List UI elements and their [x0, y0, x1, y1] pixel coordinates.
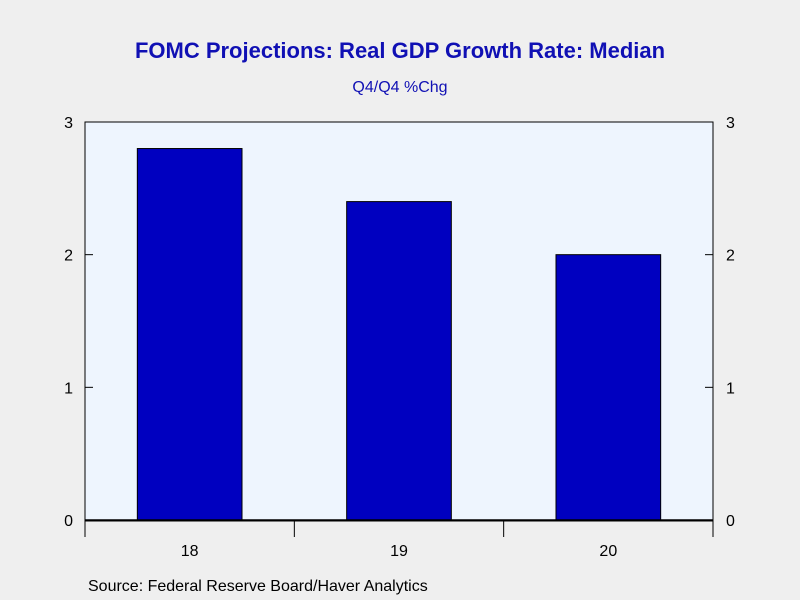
bar-18 — [136, 148, 243, 521]
y-tick-label-right: 3 — [726, 115, 735, 132]
chart-subtitle: Q4/Q4 %Chg — [352, 79, 448, 96]
y-tick-label-left: 1 — [64, 380, 73, 397]
y-tick-label-left: 0 — [64, 513, 73, 530]
chart-source: Source: Federal Reserve Board/Haver Anal… — [88, 578, 428, 595]
x-tick-label-20: 20 — [599, 543, 617, 560]
y-tick-label-right: 2 — [726, 248, 735, 265]
y-tick-label-left: 3 — [64, 115, 73, 132]
y-tick-label-right: 1 — [726, 380, 735, 397]
y-tick-label-right: 0 — [726, 513, 735, 530]
x-tick-label-19: 19 — [390, 543, 408, 560]
bar-20 — [555, 254, 662, 521]
y-tick-label-left: 2 — [64, 248, 73, 265]
x-tick-label-18: 18 — [181, 543, 199, 560]
chart-title: FOMC Projections: Real GDP Growth Rate: … — [134, 38, 666, 63]
bar-19 — [346, 201, 452, 521]
